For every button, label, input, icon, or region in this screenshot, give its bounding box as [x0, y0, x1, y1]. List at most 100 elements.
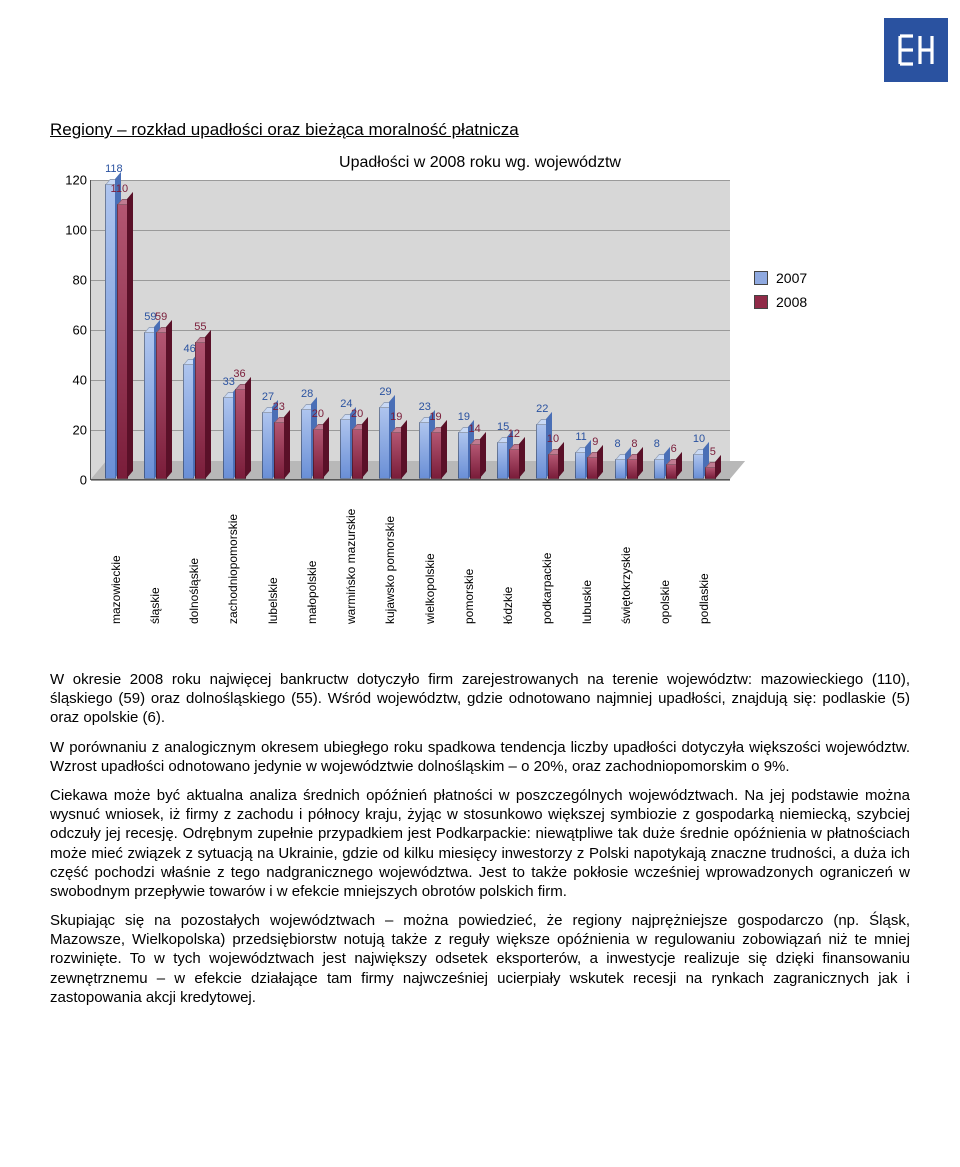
bar-value-label-2008: 19 — [429, 411, 441, 423]
chart-plot-area: 1181105959465533362723282024202919231919… — [90, 180, 730, 480]
bar-2007: 28 — [301, 409, 312, 479]
x-axis-label: wielkopolskie — [423, 484, 437, 624]
paragraph-2: W porównaniu z analogicznym okresem ubie… — [50, 738, 910, 776]
legend-label-2008: 2008 — [776, 294, 807, 310]
bar-2008: 20 — [352, 429, 363, 479]
bar-2007: 10 — [693, 454, 704, 479]
bar-2007: 59 — [144, 332, 155, 480]
bar-2008: 10 — [548, 454, 559, 479]
bar-2007: 118 — [105, 184, 116, 479]
paragraph-1: W okresie 2008 roku najwięcej bankructw … — [50, 670, 910, 728]
bar-value-label-2008: 19 — [390, 411, 402, 423]
bar-2008: 23 — [274, 422, 285, 480]
bar-2007: 11 — [575, 452, 586, 480]
bar-2007: 27 — [262, 412, 273, 480]
legend-swatch-2008 — [754, 295, 768, 309]
bar-2007: 15 — [497, 442, 508, 480]
bar-value-label-2008: 36 — [233, 368, 245, 380]
bar-value-label-2008: 9 — [592, 436, 598, 448]
bar-2008: 20 — [313, 429, 324, 479]
y-tick-label: 40 — [59, 373, 87, 388]
bar-group: 105 — [693, 454, 716, 479]
bar-group: 2820 — [301, 409, 324, 479]
chart-legend: 2007 2008 — [754, 270, 807, 318]
x-axis-label: podlaskie — [697, 484, 711, 624]
bar-value-label-2007: 10 — [693, 433, 705, 445]
bar-value-label-2007: 19 — [458, 411, 470, 423]
chart-title: Upadłości w 2008 roku wg. województw — [90, 154, 870, 172]
x-axis-label: mazowieckie — [109, 484, 123, 624]
bar-group: 88 — [615, 459, 638, 479]
bar-value-label-2007: 8 — [615, 438, 621, 450]
x-axis-label: śląskie — [148, 484, 162, 624]
x-axis-label: warmińsko mazurskie — [344, 484, 358, 624]
x-axis-label: lubuskie — [580, 484, 594, 624]
legend-item-2008: 2008 — [754, 294, 807, 310]
bar-2007: 29 — [379, 407, 390, 480]
paragraph-4: Skupiając się na pozostałych województwa… — [50, 911, 910, 1007]
x-axis-label: lubelskie — [266, 484, 280, 624]
bar-2008: 8 — [627, 459, 638, 479]
bar-group: 2723 — [262, 412, 285, 480]
bar-group: 2210 — [536, 424, 559, 479]
bar-group: 119 — [575, 452, 598, 480]
bar-value-label-2008: 5 — [710, 446, 716, 458]
bar-value-label-2008: 20 — [351, 408, 363, 420]
bar-value-label-2008: 14 — [469, 423, 481, 435]
bar-2007: 8 — [654, 459, 665, 479]
bar-value-label-2007: 46 — [183, 343, 195, 355]
x-axis-label: łódzkie — [501, 484, 515, 624]
bar-2008: 6 — [666, 464, 677, 479]
bar-value-label-2007: 28 — [301, 388, 313, 400]
y-tick-label: 60 — [59, 323, 87, 338]
y-tick-label: 20 — [59, 423, 87, 438]
x-axis-label: opolskie — [658, 484, 672, 624]
bar-2007: 23 — [419, 422, 430, 480]
bar-group: 2319 — [419, 422, 442, 480]
bar-value-label-2008: 20 — [312, 408, 324, 420]
bar-2008: 59 — [156, 332, 167, 480]
bar-value-label-2008: 12 — [508, 428, 520, 440]
bar-group: 86 — [654, 459, 677, 479]
bar-2008: 12 — [509, 449, 520, 479]
x-axis-label: kujawsko pomorskie — [383, 484, 397, 624]
bar-value-label-2007: 8 — [654, 438, 660, 450]
y-tick-label: 80 — [59, 273, 87, 288]
bar-group: 118110 — [105, 184, 128, 479]
bar-2008: 110 — [117, 204, 128, 479]
bar-2008: 19 — [431, 432, 442, 480]
bar-2008: 14 — [470, 444, 481, 479]
paragraph-3: Ciekawa może być aktualna analiza średni… — [50, 786, 910, 901]
legend-swatch-2007 — [754, 271, 768, 285]
x-axis-label: pomorskie — [462, 484, 476, 624]
bar-value-label-2007: 22 — [536, 403, 548, 415]
x-axis-label: zachodniopomorskie — [226, 484, 240, 624]
bar-2007: 19 — [458, 432, 469, 480]
bar-value-label-2007: 29 — [379, 386, 391, 398]
bar-group: 1914 — [458, 432, 481, 480]
bar-2007: 33 — [223, 397, 234, 480]
x-axis-label: małopolskie — [305, 484, 319, 624]
bar-2008: 36 — [235, 389, 246, 479]
bar-group: 4655 — [183, 342, 206, 480]
bar-group: 2919 — [379, 407, 402, 480]
y-tick-label: 0 — [59, 473, 87, 488]
bar-value-label-2008: 6 — [671, 443, 677, 455]
x-axis-label: podkarpackie — [540, 484, 554, 624]
section-title: Regiony – rozkład upadłości oraz bieżąca… — [50, 120, 910, 140]
bar-2007: 8 — [615, 459, 626, 479]
bar-2008: 5 — [705, 467, 716, 480]
x-axis-label: dolnośląskie — [187, 484, 201, 624]
bar-group: 3336 — [223, 389, 246, 479]
bar-2007: 46 — [183, 364, 194, 479]
bar-value-label-2008: 55 — [194, 321, 206, 333]
bar-value-label-2008: 10 — [547, 433, 559, 445]
bar-value-label-2008: 110 — [111, 183, 129, 195]
bar-2008: 19 — [391, 432, 402, 480]
bar-value-label-2008: 59 — [155, 311, 167, 323]
bar-value-label-2008: 8 — [631, 438, 637, 450]
legend-label-2007: 2007 — [776, 270, 807, 286]
bar-2007: 22 — [536, 424, 547, 479]
bar-group: 5959 — [144, 332, 167, 480]
bar-2007: 24 — [340, 419, 351, 479]
